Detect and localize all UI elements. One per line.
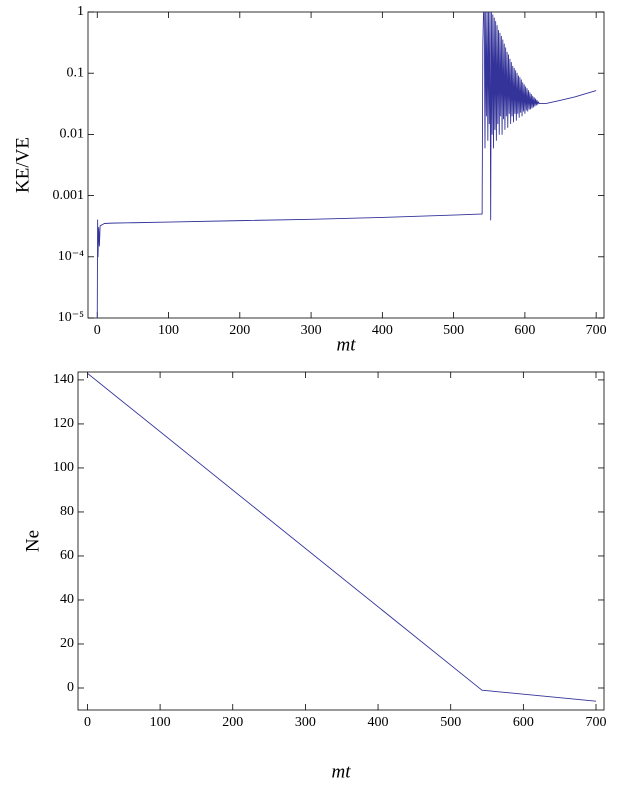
plot-panel: 0 100 200 300 400 500 600 700 10⁻⁵ 10⁻⁴ 0.001 0.01 0… bbox=[12, 4, 606, 355]
x-tick-label: 0 bbox=[94, 323, 101, 338]
y-tick-label: 10⁻⁴ bbox=[58, 249, 84, 264]
x-tick-label: 500 bbox=[440, 715, 461, 730]
x-tick-label: 300 bbox=[295, 715, 316, 730]
x-tick-label: 100 bbox=[158, 323, 179, 338]
data-line bbox=[87, 372, 597, 702]
x-axis-title: mt bbox=[332, 761, 352, 782]
x-tick-label: 700 bbox=[586, 715, 607, 730]
x-tick-label: 300 bbox=[301, 323, 322, 338]
x-tick-label: 0 bbox=[84, 715, 91, 730]
x-tick-label: 400 bbox=[368, 715, 389, 730]
y-tick-label: 10⁻⁵ bbox=[58, 310, 84, 325]
x-tick-label: 400 bbox=[372, 323, 393, 338]
y-tick-label: 60 bbox=[60, 548, 74, 563]
y-tick-label: 0.001 bbox=[53, 188, 85, 203]
plot-panel: 0 100 200 300 400 500 600 700 0 20 40 60 80 100 120 140… bbox=[22, 371, 607, 782]
y-tick-label: 1 bbox=[77, 4, 84, 19]
x-tick-label: 200 bbox=[229, 323, 250, 338]
y-tick-label: 40 bbox=[60, 592, 74, 607]
x-tick-label: 200 bbox=[222, 715, 243, 730]
x-tick-label: 600 bbox=[513, 715, 534, 730]
x-tick-label: 500 bbox=[443, 323, 464, 338]
plot-frame bbox=[77, 371, 605, 711]
y-axis-title: Ne bbox=[22, 530, 43, 552]
y-tick-label: 20 bbox=[60, 636, 74, 651]
y-tick-label: 140 bbox=[53, 372, 74, 387]
y-tick-label: 120 bbox=[53, 416, 74, 431]
y-tick-label: 80 bbox=[60, 504, 74, 519]
y-axis-title: KE/VE bbox=[12, 137, 33, 193]
plot-frame bbox=[87, 11, 605, 319]
y-tick-label: 0.1 bbox=[67, 65, 85, 80]
y-tick-label: 0 bbox=[67, 680, 74, 695]
x-tick-label: 100 bbox=[150, 715, 171, 730]
data-line bbox=[96, 12, 597, 318]
x-axis-title: mt bbox=[337, 334, 357, 355]
x-tick-label: 700 bbox=[586, 323, 607, 338]
y-tick-label: 0.01 bbox=[60, 127, 85, 142]
y-tick-label: 100 bbox=[53, 460, 74, 475]
x-tick-label: 600 bbox=[514, 323, 535, 338]
